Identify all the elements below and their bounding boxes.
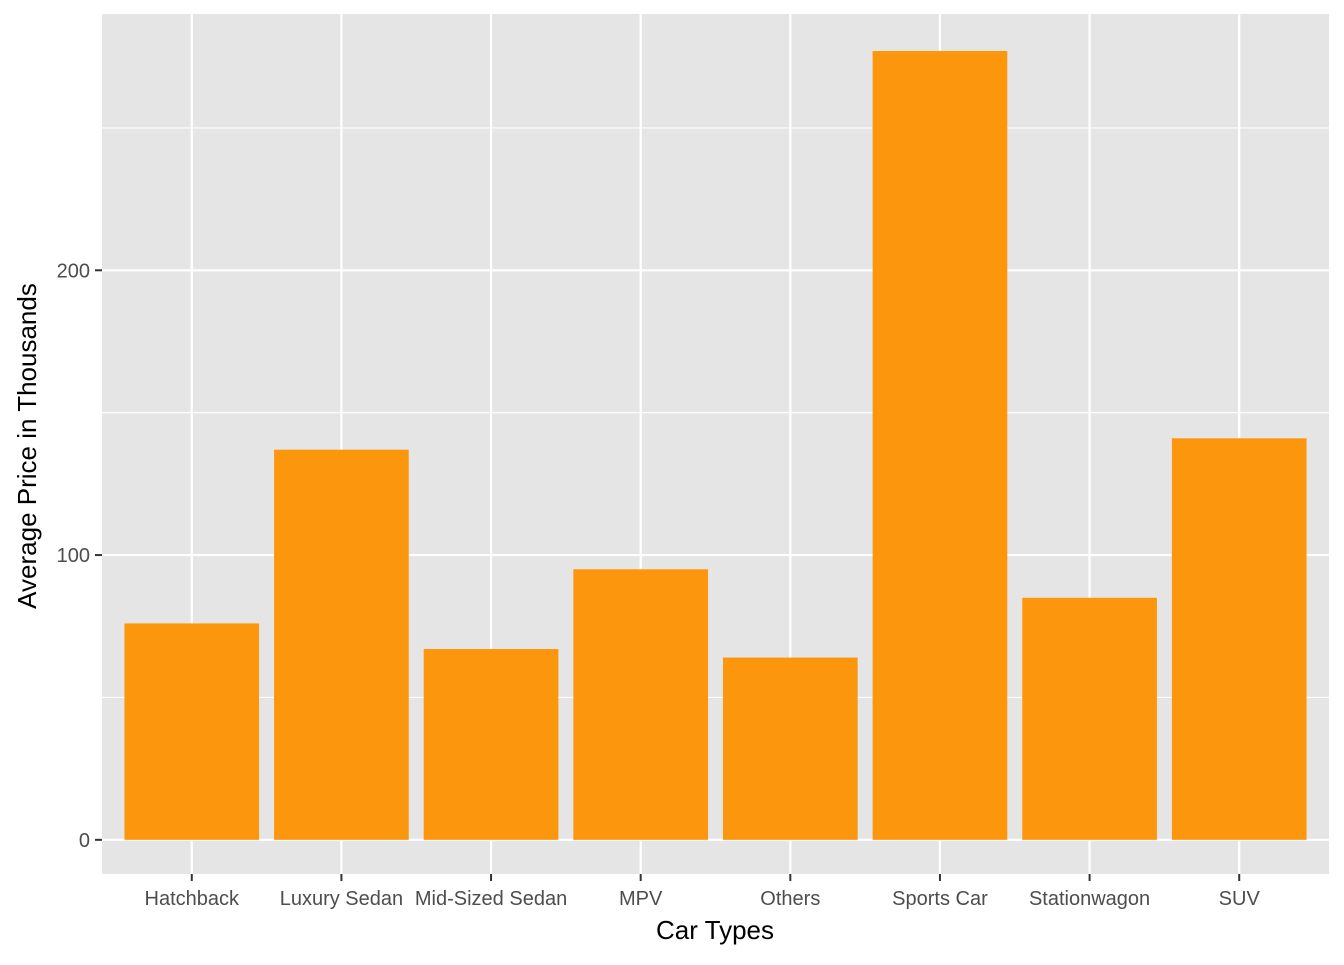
bar-mpv — [573, 569, 709, 840]
bar-luxury-sedan — [274, 449, 409, 840]
bar-others — [722, 657, 858, 840]
bar-series — [124, 51, 1307, 840]
x-tick-label: Stationwagon — [1029, 888, 1150, 910]
x-axis-title: Car Types — [656, 915, 774, 945]
bar-suv — [1171, 438, 1307, 840]
y-tick-label: 200 — [57, 260, 90, 282]
y-axis: 0 100 200 — [57, 260, 102, 852]
x-axis: Hatchback Luxury Sedan Mid-Sized Sedan MPV O… — [145, 874, 1261, 910]
y-tick-label: 0 — [79, 830, 90, 852]
x-tick-label: Others — [760, 888, 820, 910]
bar-stationwagon — [1022, 597, 1157, 840]
x-tick-label: SUV — [1219, 888, 1261, 910]
x-tick-label: Hatchback — [145, 888, 240, 910]
x-tick-label: Mid-Sized Sedan — [415, 888, 567, 910]
bar-hatchback — [124, 623, 260, 840]
x-tick-label: MPV — [619, 888, 663, 910]
bar-mid-sized-sedan — [423, 649, 559, 840]
y-axis-title: Average Price in Thousands — [12, 283, 42, 609]
y-tick-label: 100 — [57, 545, 90, 567]
x-tick-label: Luxury Sedan — [280, 888, 403, 910]
bar-sports-car — [872, 51, 1008, 840]
x-tick-label: Sports Car — [892, 888, 988, 910]
